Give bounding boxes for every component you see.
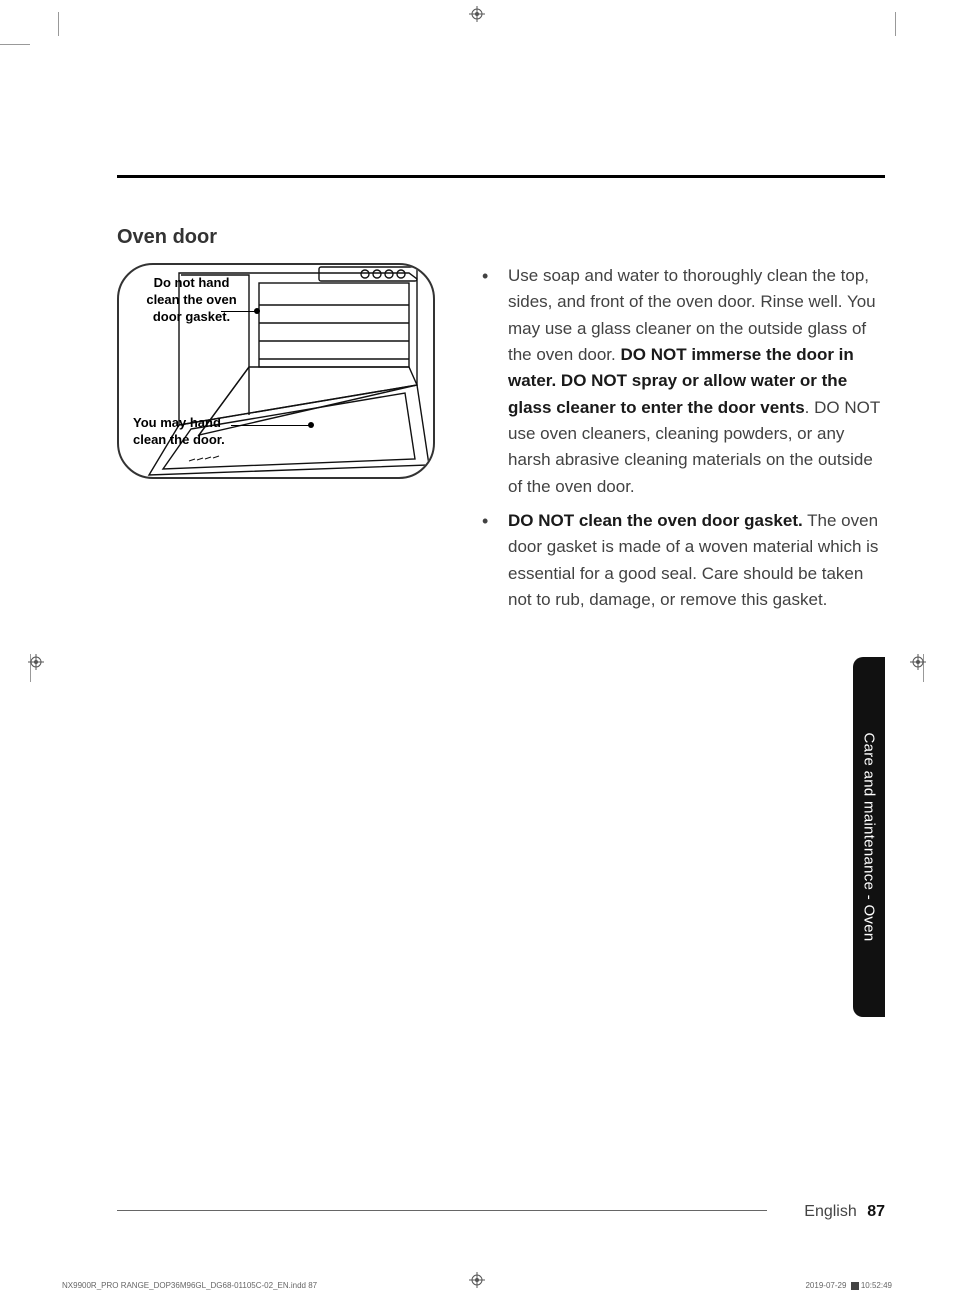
imprint-timestamp: 2019-07-29 10:52:49: [805, 1281, 892, 1290]
section-tab: Care and maintenance - Oven: [853, 657, 885, 1017]
figure-callout-gasket: Do not hand clean the oven door gasket.: [139, 275, 244, 326]
oven-door-figure: Do not hand clean the oven door gasket. …: [117, 263, 435, 479]
section-tab-label: Care and maintenance - Oven: [861, 732, 878, 941]
registration-mark-icon: [910, 654, 926, 670]
footer-language: English: [804, 1203, 856, 1220]
bullet-item: • DO NOT clean the oven door gasket. The…: [482, 508, 885, 613]
registration-mark-icon: [469, 1272, 485, 1288]
registration-mark-icon: [28, 654, 44, 670]
page-content: Oven door: [117, 95, 885, 1249]
imprint-date: 2019-07-29: [805, 1281, 846, 1290]
section-heading: Oven door: [117, 226, 217, 249]
callout-leader-line: [221, 311, 255, 312]
text-run-bold: DO NOT clean the oven door gasket.: [508, 511, 803, 530]
header-rule: [117, 175, 885, 178]
bullet-marker: •: [482, 263, 508, 500]
crop-mark: [895, 12, 903, 36]
bullet-marker: •: [482, 508, 508, 613]
bullet-text: DO NOT clean the oven door gasket. The o…: [508, 508, 885, 613]
registration-mark-icon: [469, 6, 485, 22]
clock-icon: [851, 1282, 859, 1290]
bullet-item: • Use soap and water to thoroughly clean…: [482, 263, 885, 500]
imprint-filename: NX9900R_PRO RANGE_DOP36M96GL_DG68-01105C…: [62, 1281, 317, 1290]
instructions-column: • Use soap and water to thoroughly clean…: [482, 263, 885, 621]
footer-page-number: 87: [867, 1203, 885, 1220]
figure-callout-door: You may hand clean the door.: [133, 415, 243, 449]
callout-leader-line: [231, 425, 309, 426]
crop-mark: [0, 44, 30, 45]
callout-leader-dot: [254, 308, 260, 314]
footer-rule: [117, 1210, 767, 1211]
callout-leader-dot: [308, 422, 314, 428]
footer: English 87: [804, 1203, 885, 1221]
imprint-time: 10:52:49: [861, 1281, 892, 1290]
crop-mark: [51, 12, 59, 36]
bullet-text: Use soap and water to thoroughly clean t…: [508, 263, 885, 500]
